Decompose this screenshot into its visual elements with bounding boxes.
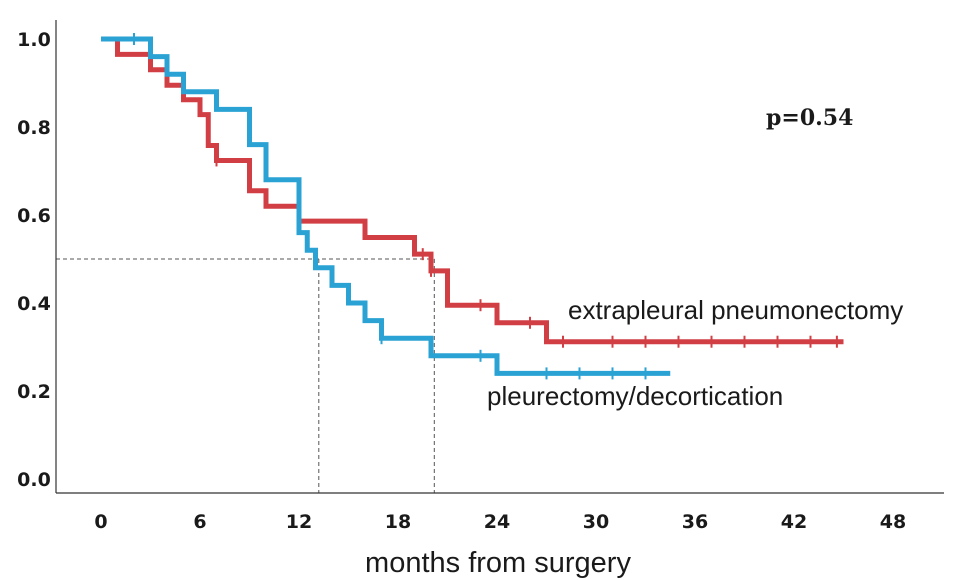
- y-tick-label: 0.8: [17, 117, 51, 139]
- y-tick-labels: 0.0 0.2 0.4 0.6 0.8 1.0: [17, 29, 51, 491]
- y-tick-label: 0.4: [17, 293, 51, 315]
- x-tick-label: 24: [484, 511, 510, 533]
- y-tick-label: 0.2: [17, 381, 51, 403]
- series-label-pleurectomy-decortication: pleurectomy/decortication: [487, 381, 783, 411]
- x-tick-labels: 0 6 12 18 24 30 36 42 48: [94, 511, 906, 533]
- x-tick-label: 6: [193, 511, 206, 533]
- censor-marks: [133, 33, 838, 380]
- x-axis-label: months from surgery: [365, 547, 631, 579]
- x-tick-label: 30: [583, 511, 609, 533]
- x-tick-label: 48: [880, 511, 906, 533]
- y-tick-label: 1.0: [17, 29, 51, 51]
- y-tick-label: 0.6: [17, 205, 51, 227]
- x-tick-label: 42: [781, 511, 807, 533]
- median-reference-lines: [56, 258, 435, 493]
- series-label-extrapleural-pneumonectomy: extrapleural pneumonectomy: [568, 295, 903, 325]
- y-tick-label: 0.0: [17, 469, 51, 491]
- p-value-annotation: p=0.54: [766, 105, 853, 131]
- x-tick-label: 12: [286, 511, 312, 533]
- x-tick-label: 36: [682, 511, 708, 533]
- x-tick-label: 18: [385, 511, 411, 533]
- x-tick-label: 0: [94, 511, 107, 533]
